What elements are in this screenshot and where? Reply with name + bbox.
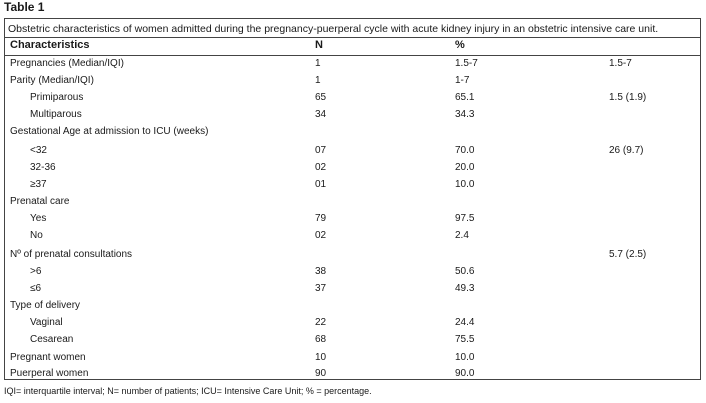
table-row: >6 38 50.6 [4, 264, 701, 281]
row-n: 10 [315, 352, 327, 363]
row-percent: 70.0 [455, 145, 475, 156]
row-percent: 1-7 [455, 75, 470, 86]
row-label: Type of delivery [10, 300, 81, 311]
row-label: Puerperal women [10, 368, 89, 379]
table-row: ≤6 37 49.3 [4, 281, 701, 298]
table-row: Prenatal care [4, 194, 701, 211]
row-label: <32 [30, 145, 47, 156]
table-row: ≥37 01 10.0 [4, 177, 701, 194]
table-row: Multiparous 34 34.3 [4, 107, 701, 124]
row-percent: 49.3 [455, 283, 475, 294]
table-row: <32 07 70.0 26 (9.7) [4, 143, 701, 160]
row-label: Parity (Median/IQI) [10, 75, 94, 86]
row-extra: 5.7 (2.5) [609, 249, 647, 260]
row-label: ≥37 [30, 179, 47, 190]
row-label: Multiparous [30, 109, 82, 120]
row-percent: 10.0 [455, 179, 475, 190]
row-percent: 2.4 [455, 230, 469, 241]
row-label: Pregnant women [10, 352, 86, 363]
table-row: Primiparous 65 65.1 1.5 (1.9) [4, 90, 701, 107]
row-percent: 50.6 [455, 266, 475, 277]
table-frame [4, 18, 701, 380]
row-n: 65 [315, 92, 327, 103]
table-row: Pregnancies (Median/IQI) 1 1.5-7 1.5-7 [4, 56, 701, 73]
row-label: Pregnancies (Median/IQI) [10, 58, 124, 69]
table-row: Vaginal 22 24.4 [4, 315, 701, 332]
table-row: 32-36 02 20.0 [4, 160, 701, 177]
table-footnote: IQI= interquartile interval; N= number o… [4, 386, 372, 396]
row-label: Gestational Age at admission to ICU (wee… [10, 126, 209, 137]
row-n: 02 [315, 162, 327, 173]
row-percent: 34.3 [455, 109, 475, 120]
row-label: Cesarean [30, 334, 74, 345]
row-percent: 75.5 [455, 334, 475, 345]
table-row: Gestational Age at admission to ICU (wee… [4, 124, 701, 141]
row-percent: 65.1 [455, 92, 475, 103]
row-label: Prenatal care [10, 196, 70, 207]
row-label: ≤6 [30, 283, 42, 294]
header-characteristics: Characteristics [10, 39, 90, 51]
row-percent: 90.0 [455, 368, 475, 379]
row-percent: 10.0 [455, 352, 475, 363]
table-row: Parity (Median/IQI) 1 1-7 [4, 73, 701, 90]
table-row: No 02 2.4 [4, 228, 701, 245]
row-label: 32-36 [30, 162, 56, 173]
caption-divider [4, 37, 701, 38]
table-row: Nº of prenatal consultations 5.7 (2.5) [4, 247, 701, 264]
table-label: Table 1 [4, 0, 45, 14]
row-label: Vaginal [30, 317, 63, 328]
header-percent: % [455, 39, 465, 51]
row-n: 22 [315, 317, 327, 328]
row-n: 1 [315, 58, 321, 69]
row-n: 90 [315, 368, 327, 379]
header-n: N [315, 39, 323, 51]
row-n: 68 [315, 334, 327, 345]
table-row: Type of delivery [4, 298, 701, 315]
row-label: Nº of prenatal consultations [10, 249, 133, 260]
table-row: Yes 79 97.5 [4, 211, 701, 228]
table-row: Puerperal women 90 90.0 [4, 366, 701, 383]
row-percent: 1.5-7 [455, 58, 478, 69]
row-n: 1 [315, 75, 321, 86]
row-n: 38 [315, 266, 327, 277]
header-divider [4, 55, 701, 56]
row-extra: 1.5-7 [609, 58, 632, 69]
row-n: 37 [315, 283, 327, 294]
row-n: 02 [315, 230, 327, 241]
row-n: 07 [315, 145, 327, 156]
row-n: 79 [315, 213, 327, 224]
row-label: No [30, 230, 43, 241]
row-percent: 97.5 [455, 213, 475, 224]
row-percent: 20.0 [455, 162, 475, 173]
row-label: >6 [30, 266, 42, 277]
row-extra: 1.5 (1.9) [609, 92, 647, 103]
table-row: Pregnant women 10 10.0 [4, 350, 701, 367]
row-n: 01 [315, 179, 327, 190]
table-row: Cesarean 68 75.5 [4, 332, 701, 349]
row-n: 34 [315, 109, 327, 120]
row-label: Primiparous [30, 92, 84, 103]
row-percent: 24.4 [455, 317, 475, 328]
row-label: Yes [30, 213, 47, 224]
table-caption: Obstetric characteristics of women admit… [8, 23, 659, 35]
row-extra: 26 (9.7) [609, 145, 644, 156]
